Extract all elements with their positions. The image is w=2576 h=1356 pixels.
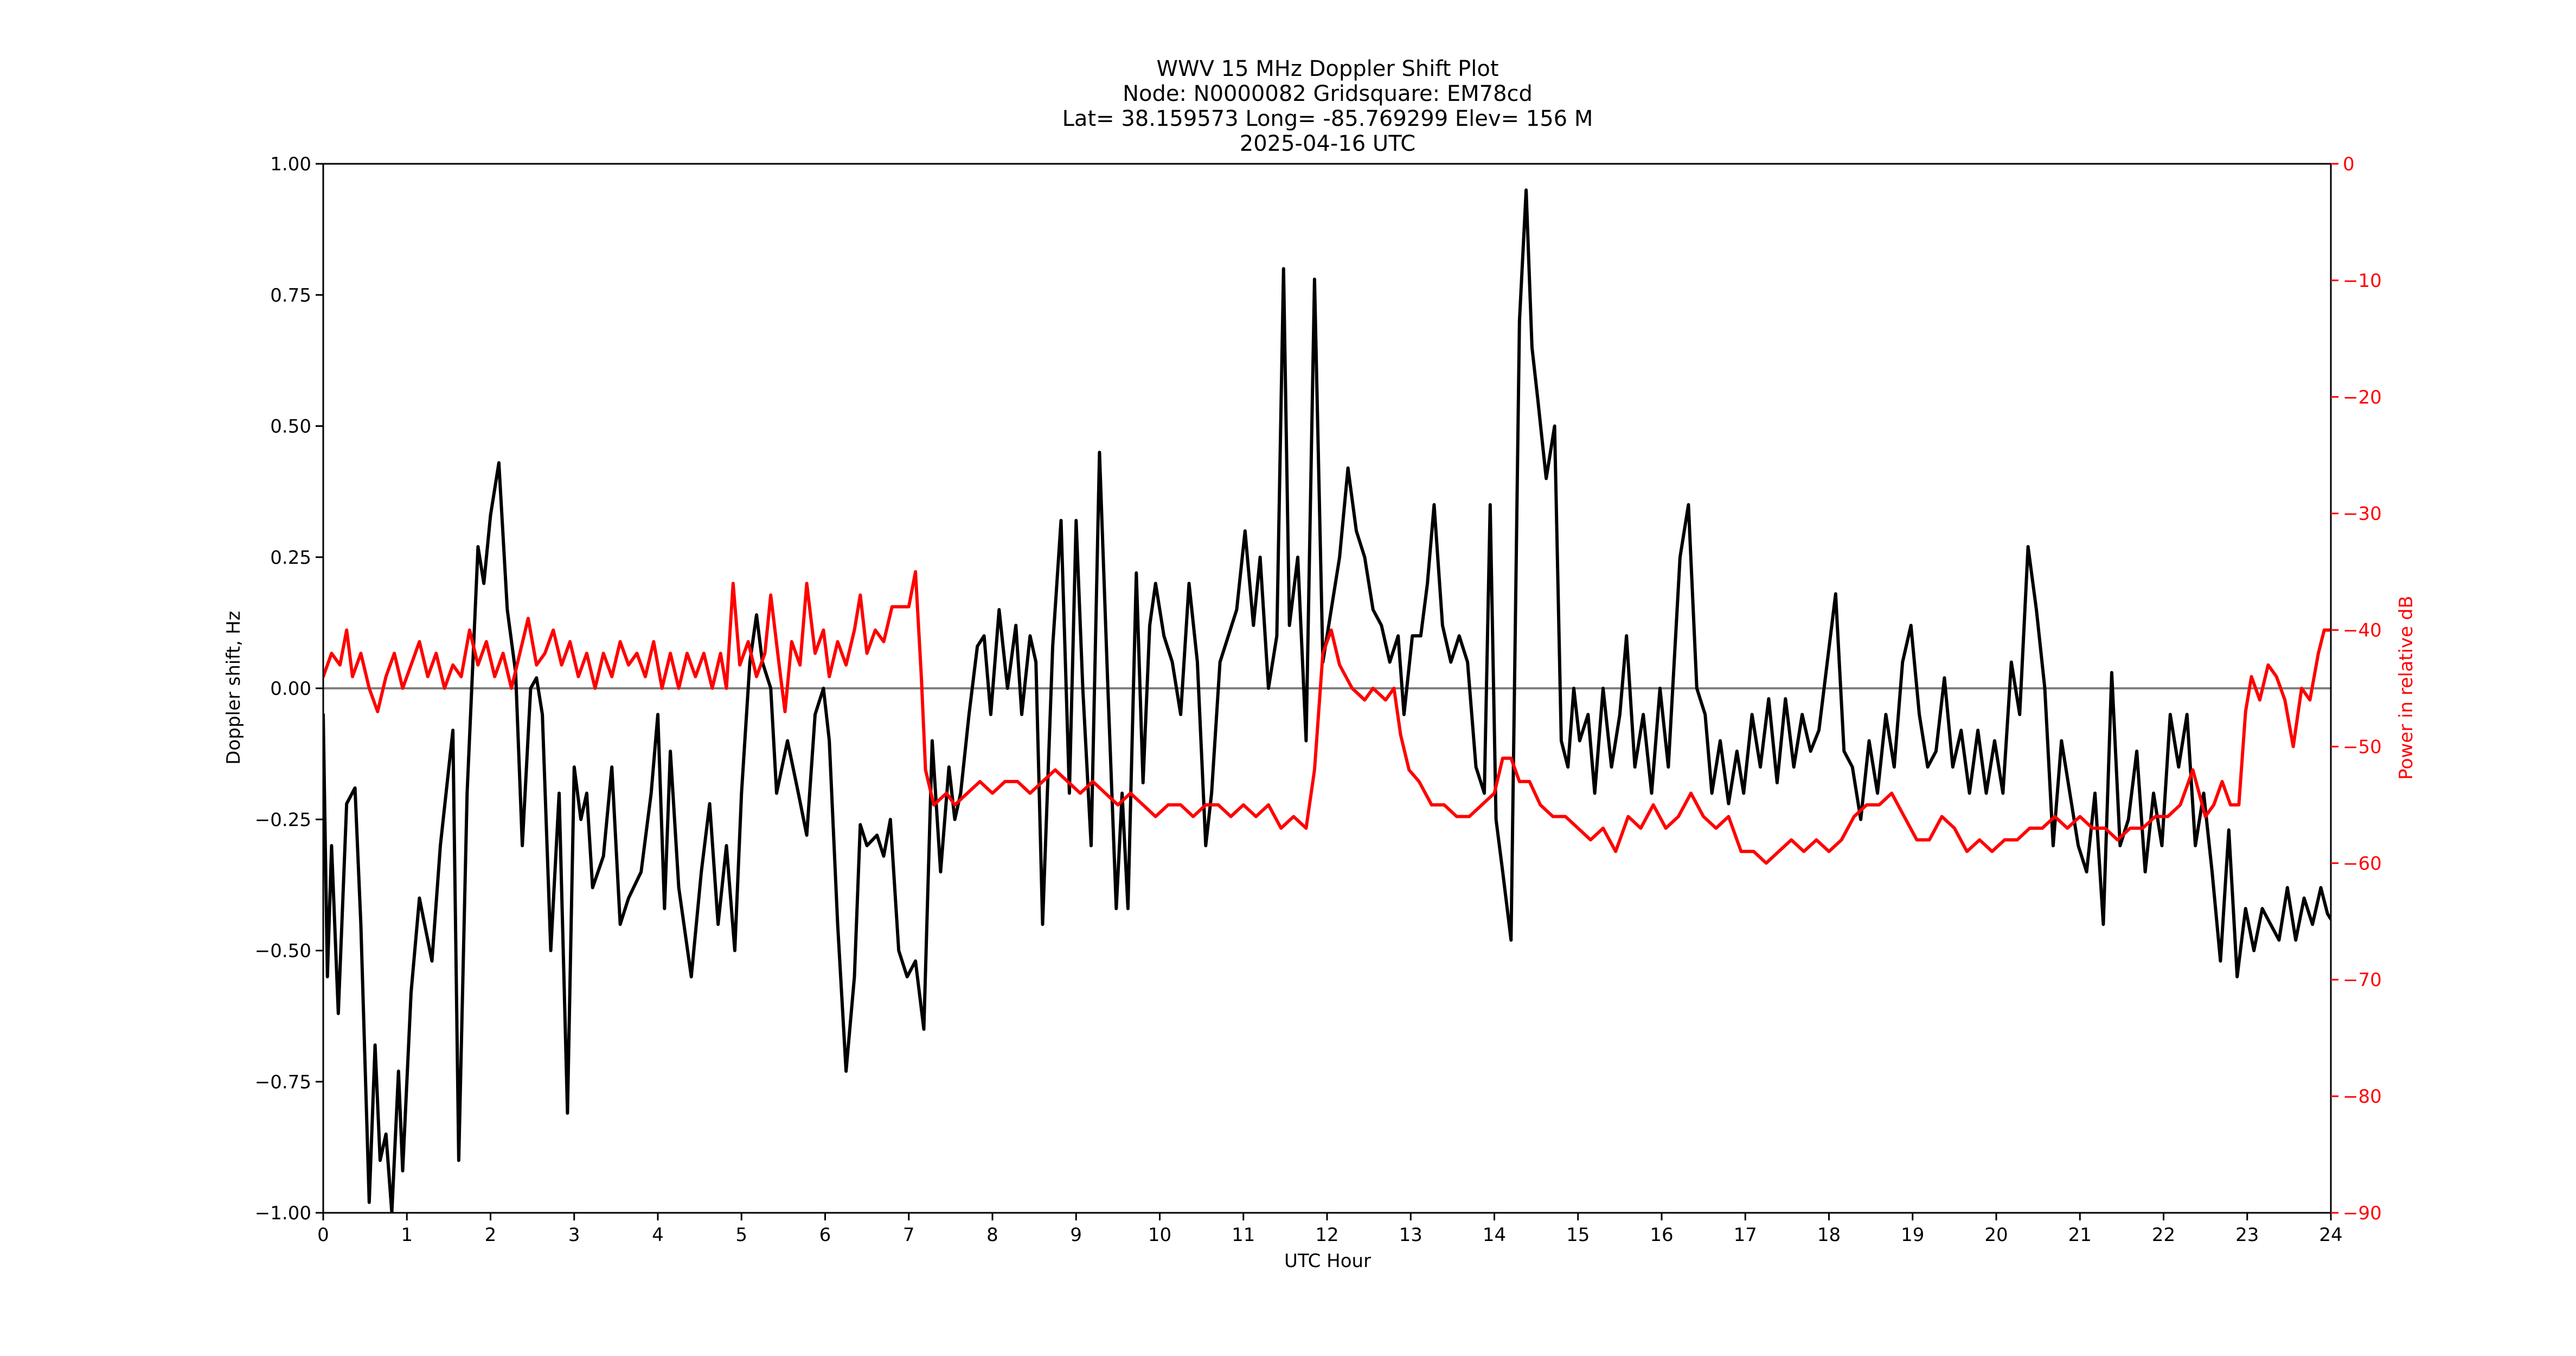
x-tick-label: 14 xyxy=(1483,1224,1506,1246)
x-tick-label: 18 xyxy=(1817,1224,1841,1246)
x-tick-label: 10 xyxy=(1148,1224,1171,1246)
title-line-4: 2025-04-16 UTC xyxy=(1240,131,1415,156)
y-tick-label: −1.00 xyxy=(255,1203,311,1224)
x-tick-label: 13 xyxy=(1399,1224,1422,1246)
x-tick-label: 6 xyxy=(819,1224,831,1246)
y2-tick-label: −40 xyxy=(2343,620,2382,642)
y-tick-label: −0.25 xyxy=(255,809,311,831)
y2-tick-label: 0 xyxy=(2343,153,2355,175)
x-tick-label: 23 xyxy=(2235,1224,2259,1246)
y2-tick-label: −50 xyxy=(2343,736,2382,758)
y2-tick-label: −80 xyxy=(2343,1086,2382,1108)
y-axis-label: Doppler shift, Hz xyxy=(223,611,245,765)
x-tick-label: 17 xyxy=(1734,1224,1757,1246)
y2-tick-label: −60 xyxy=(2343,853,2382,874)
y2-tick-label: −10 xyxy=(2343,270,2382,292)
y2-tick-label: −90 xyxy=(2343,1203,2382,1224)
x-tick-label: 11 xyxy=(1232,1224,1255,1246)
y-tick-label: 1.00 xyxy=(270,153,311,175)
x-tick-label: 16 xyxy=(1650,1224,1673,1246)
x-tick-label: 12 xyxy=(1315,1224,1338,1246)
y-tick-label: −0.50 xyxy=(255,941,311,962)
power-series-line xyxy=(323,570,2331,865)
x-tick-label: 8 xyxy=(986,1224,998,1246)
x-axis-label: UTC Hour xyxy=(1284,1250,1371,1272)
x-tick-label: 3 xyxy=(568,1224,580,1246)
y-tick-label: 0.50 xyxy=(270,416,311,438)
chart-title: WWV 15 MHz Doppler Shift Plot Node: N000… xyxy=(1062,56,1593,156)
y2-tick-label: −20 xyxy=(2343,387,2382,408)
y2-tick-label: −70 xyxy=(2343,969,2382,991)
x-tick-label: 7 xyxy=(903,1224,915,1246)
y2-axis-label: Power in relative dB xyxy=(2395,596,2417,779)
x-tick-label: 21 xyxy=(2068,1224,2092,1246)
x-tick-label: 20 xyxy=(1984,1224,2008,1246)
x-tick-label: 19 xyxy=(1901,1224,1924,1246)
x-tick-label: 5 xyxy=(735,1224,747,1246)
x-tick-label: 9 xyxy=(1070,1224,1082,1246)
y-tick-label: 0.75 xyxy=(270,285,311,306)
x-tick-label: 1 xyxy=(401,1224,413,1246)
y-tick-label: 0.00 xyxy=(270,678,311,700)
x-tick-label: 15 xyxy=(1566,1224,1590,1246)
x-tick-label: 24 xyxy=(2319,1224,2342,1246)
x-tick-label: 22 xyxy=(2152,1224,2175,1246)
y-tick-label: −0.75 xyxy=(255,1071,311,1093)
title-line-2: Node: N0000082 Gridsquare: EM78cd xyxy=(1123,81,1533,106)
title-line-3: Lat= 38.159573 Long= -85.769299 Elev= 15… xyxy=(1062,106,1593,131)
y-tick-label: 0.25 xyxy=(270,547,311,568)
doppler-series-line xyxy=(323,188,2331,1213)
x-tick-label: 4 xyxy=(652,1224,664,1246)
x-tick-label: 0 xyxy=(317,1224,329,1246)
title-line-1: WWV 15 MHz Doppler Shift Plot xyxy=(1156,56,1498,81)
x-tick-label: 2 xyxy=(485,1224,497,1246)
y2-tick-label: −30 xyxy=(2343,503,2382,525)
